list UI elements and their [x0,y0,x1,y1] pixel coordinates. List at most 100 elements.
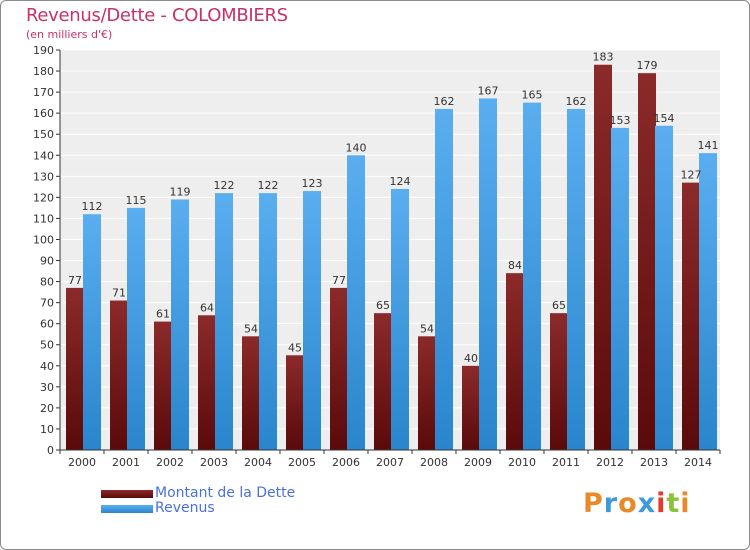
bar-revenus [567,108,585,451]
legend-item-revenus: Revenus [100,500,420,516]
data-label: 123 [302,177,323,190]
x-tick-label: 2005 [288,456,316,469]
y-tick-label: 110 [33,212,54,225]
data-label: 54 [244,322,258,335]
y-tick-label: 130 [33,170,54,183]
bar-revenus [523,102,541,450]
x-tick-label: 2009 [464,456,492,469]
data-label: 65 [376,299,390,312]
legend-item-dette: Montant de la Dette [100,485,420,501]
legend-swatch-revenus [100,504,154,514]
data-label: 154 [654,112,675,125]
chart-subtitle: (en milliers d'€) [26,28,113,41]
data-label: 183 [593,51,614,64]
data-label: 40 [464,352,478,365]
y-tick-label: 60 [40,318,54,331]
bar-revenus [479,98,497,450]
data-label: 77 [68,274,82,287]
y-tick-label: 120 [33,191,54,204]
x-tick-label: 2004 [244,456,272,469]
bar-dette [550,313,568,450]
data-label: 140 [346,141,367,154]
y-tick-label: 140 [33,149,54,162]
data-label: 167 [478,84,499,97]
bar-revenus [435,108,453,451]
data-label: 77 [332,274,346,287]
y-tick-label: 40 [40,360,54,373]
legend-label-revenus: Revenus [155,500,215,516]
x-tick-label: 2012 [596,456,624,469]
x-tick-label: 2014 [684,456,712,469]
data-label: 141 [698,139,719,152]
data-label: 61 [156,308,170,321]
bar-revenus [127,207,145,450]
bar-revenus [259,193,277,450]
bar-dette [66,287,84,450]
bar-revenus [171,199,189,450]
y-tick-label: 90 [40,255,54,268]
logo-letter: i [680,488,691,519]
y-tick-label: 20 [40,402,54,415]
bar-revenus [655,125,673,450]
bar-dette [374,313,392,450]
bar-dette [154,321,172,450]
bar-revenus [303,191,321,451]
data-label: 124 [390,175,411,188]
bar-dette [506,273,524,450]
data-label: 179 [637,59,658,72]
logo-letter: o [618,488,638,519]
legend-swatch-dette [100,489,154,499]
y-tick-label: 190 [33,44,54,57]
x-tick-label: 2011 [552,456,580,469]
data-label: 65 [552,299,566,312]
data-label: 122 [258,179,279,192]
bar-revenus [215,193,233,450]
data-label: 71 [112,287,126,300]
data-label: 162 [566,95,587,108]
bar-dette [418,336,436,450]
logo-letter: i [656,488,667,519]
bar-revenus [699,153,717,450]
data-label: 54 [420,322,434,335]
x-tick-label: 2006 [332,456,360,469]
bar-dette [242,336,260,450]
x-tick-label: 2010 [508,456,536,469]
bar-dette [594,64,612,450]
data-label: 127 [681,169,702,182]
y-tick-label: 170 [33,86,54,99]
y-tick-label: 100 [33,233,54,246]
x-tick-label: 2007 [376,456,404,469]
x-tick-label: 2008 [420,456,448,469]
bar-revenus [347,155,365,450]
y-tick-label: 180 [33,65,54,78]
logo-letter: r [603,488,619,519]
x-tick-label: 2013 [640,456,668,469]
bar-dette [682,182,700,450]
logo-letter: P [583,488,604,519]
y-tick-label: 150 [33,128,54,141]
logo-letter: x [637,488,657,519]
y-tick-label: 0 [47,444,54,457]
bar-dette [462,365,480,450]
logo-letter: t [666,488,681,519]
bar-dette [638,73,656,450]
bar-dette [110,300,128,450]
y-tick-label: 10 [40,423,54,436]
data-label: 84 [508,259,522,272]
data-label: 153 [610,114,631,127]
y-tick-label: 160 [33,107,54,120]
y-tick-label: 50 [40,339,54,352]
data-label: 115 [126,194,147,207]
data-label: 165 [522,89,543,102]
bar-dette [198,315,216,450]
bar-dette [330,287,348,450]
x-tick-label: 2001 [112,456,140,469]
y-tick-label: 80 [40,276,54,289]
bar-revenus [391,188,409,450]
data-label: 162 [434,95,455,108]
x-tick-label: 2003 [200,456,228,469]
data-label: 45 [288,341,302,354]
data-label: 112 [82,200,103,213]
proxiti-logo: Proxiti [583,488,691,519]
